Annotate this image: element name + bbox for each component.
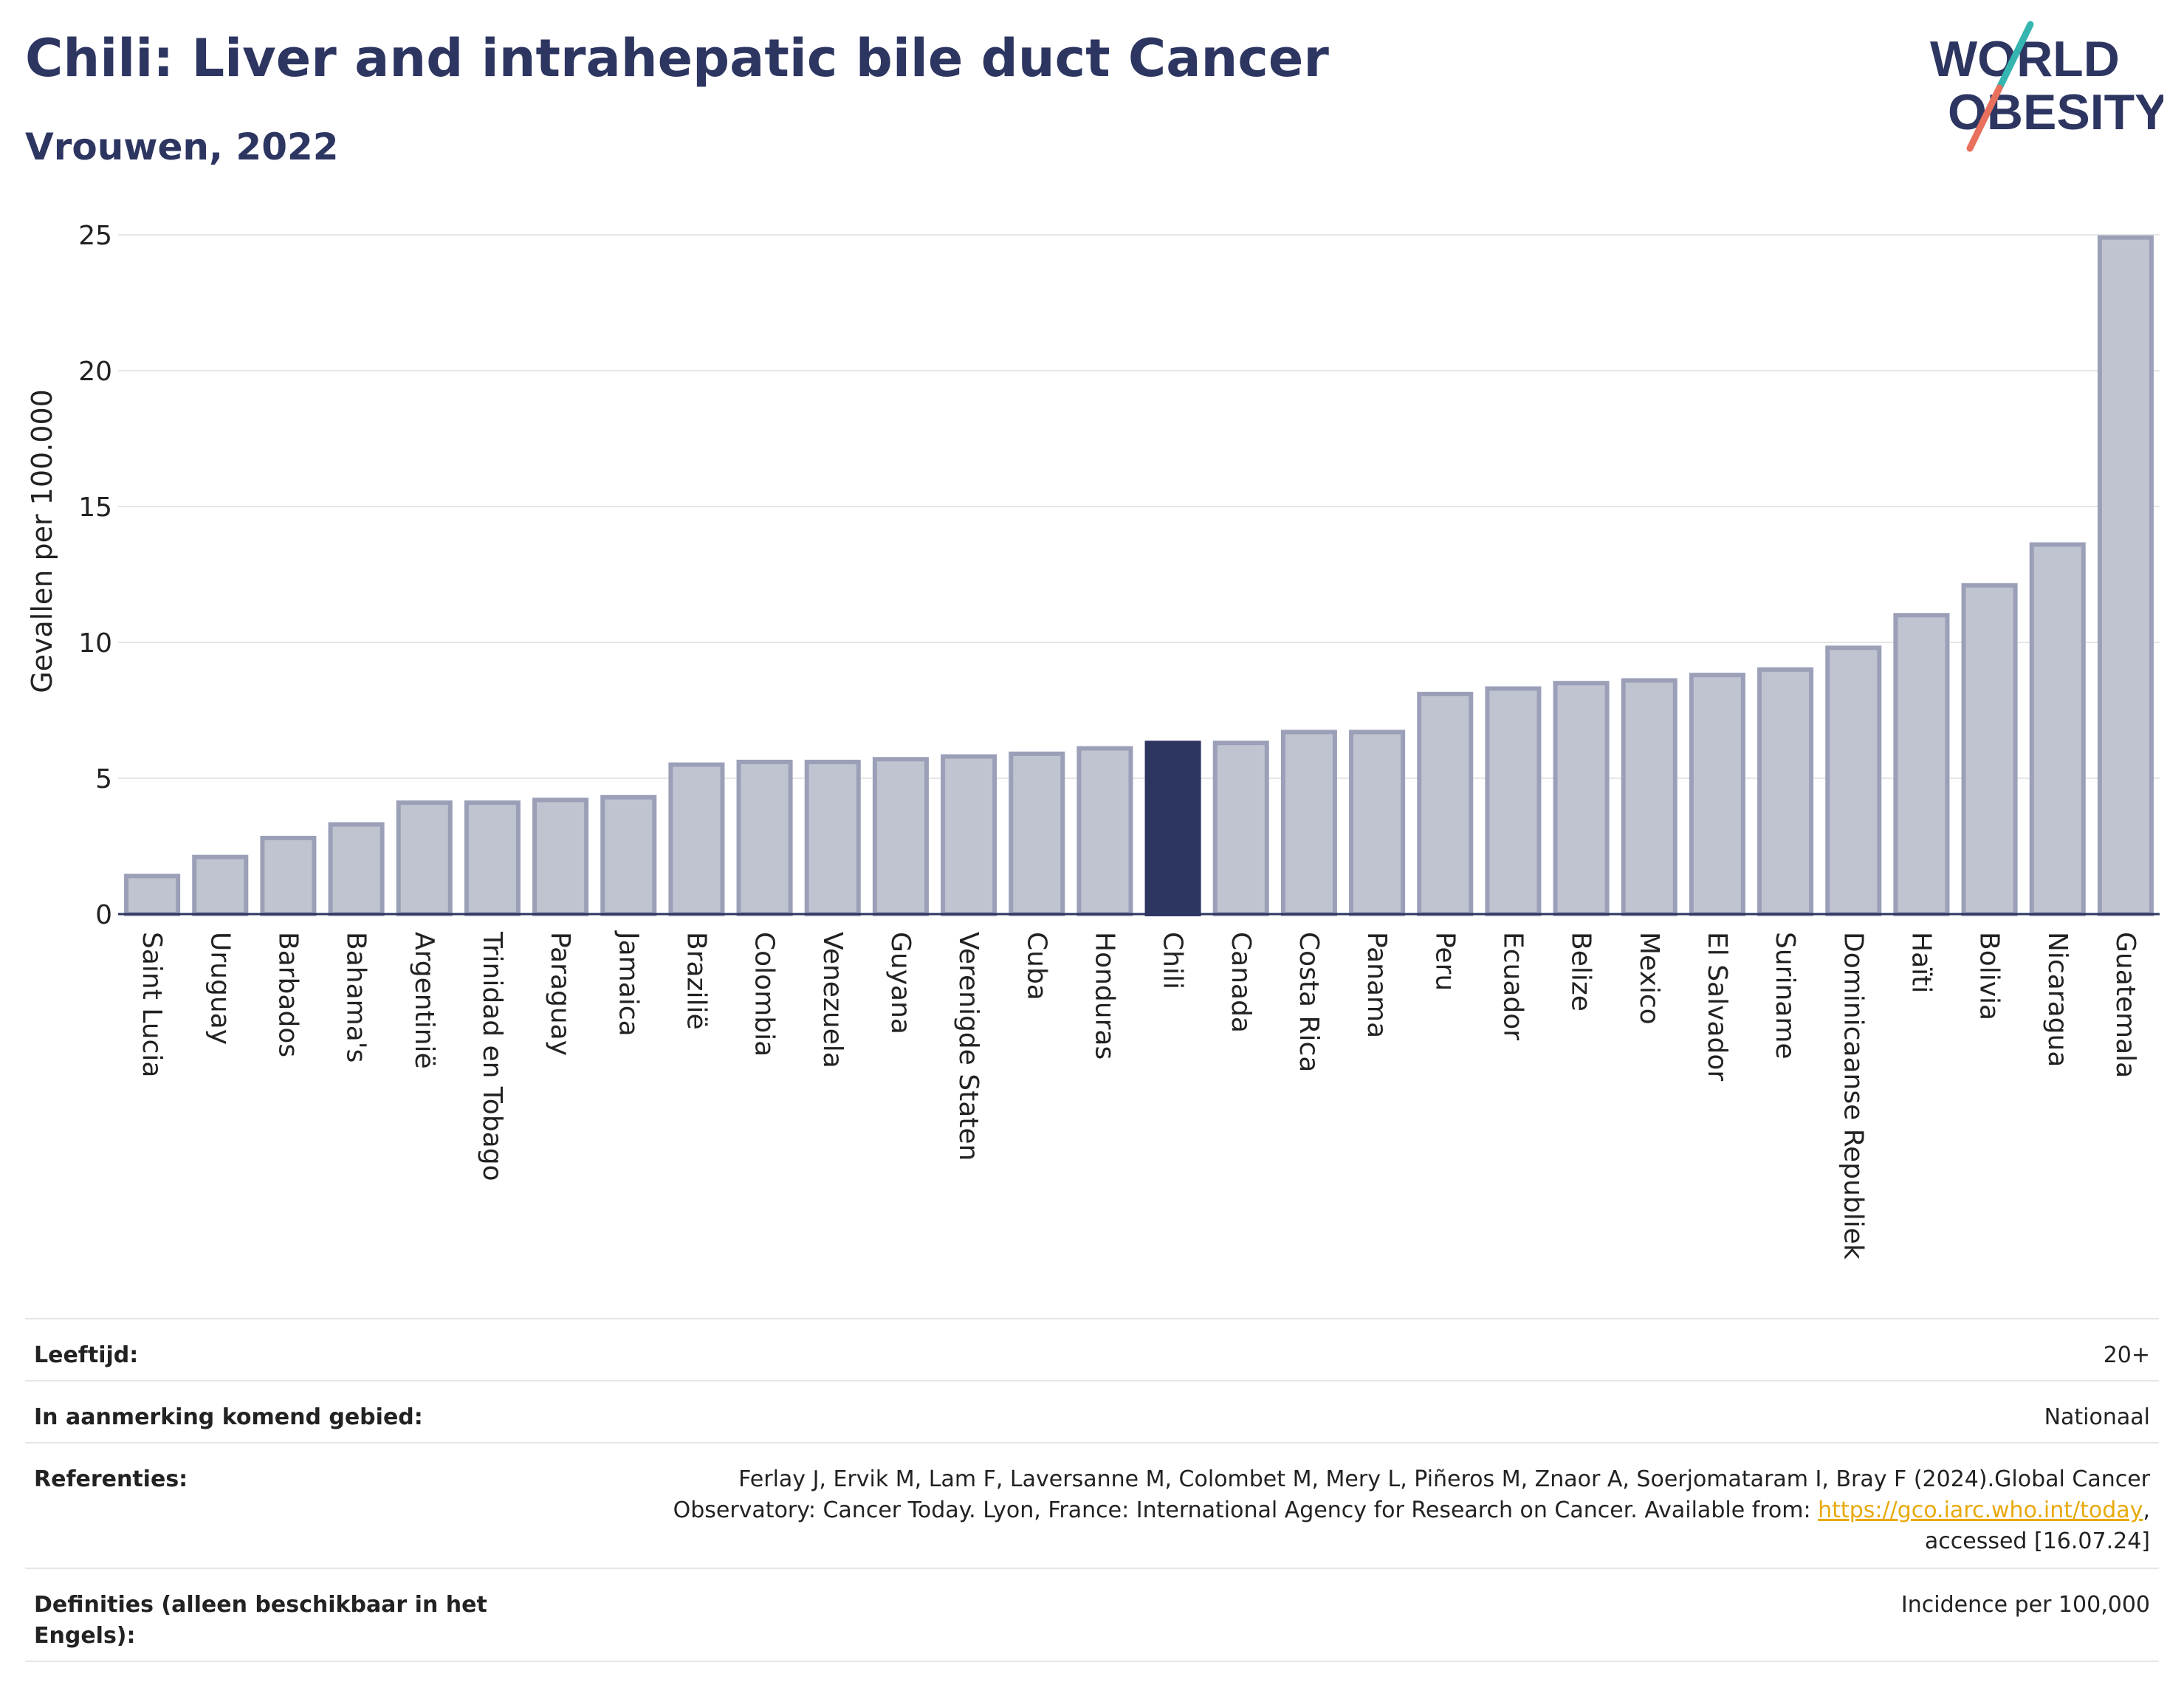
bar xyxy=(1144,741,1201,916)
meta-label-definitions: Definities (alleen beschikbaar in het En… xyxy=(34,1592,487,1649)
x-tick-label: Barbados xyxy=(272,932,303,1057)
x-tick-label: Dominicaanse Republiek xyxy=(1838,932,1868,1260)
reference-line-3: accessed [16.07.24] xyxy=(1924,1528,2150,1554)
bar xyxy=(1349,729,1406,916)
x-tick-label: Chili xyxy=(1158,932,1188,989)
x-tick-label: Honduras xyxy=(1089,932,1119,1060)
meta-label-age: Leeftijd: xyxy=(34,1342,139,1368)
x-tick-label: Guatemala xyxy=(2110,932,2140,1078)
x-tick-label: Uruguay xyxy=(205,932,235,1045)
x-tick-label: Argentinië xyxy=(409,932,439,1069)
meta-row-references: Referenties: Ferlay J, Ervik M, Lam F, L… xyxy=(25,1442,2159,1568)
meta-value-age: 20+ xyxy=(2103,1342,2150,1368)
bar xyxy=(2029,542,2086,917)
meta-label-area: In aanmerking komend gebied: xyxy=(34,1404,423,1430)
bar xyxy=(1076,746,1133,917)
x-tick-label: Panama xyxy=(1361,932,1392,1038)
y-tick-label: 15 xyxy=(78,492,112,523)
bar xyxy=(1621,678,1678,917)
x-tick-label: Cuba xyxy=(1021,932,1051,1000)
x-tick-label: Jamaica xyxy=(613,930,643,1037)
x-tick-label: Belize xyxy=(1566,932,1596,1012)
bar xyxy=(532,797,589,916)
bar xyxy=(1689,673,1745,916)
logo-slash-teal xyxy=(1996,21,2034,92)
y-tick-label: 10 xyxy=(78,628,112,659)
bar xyxy=(1757,667,1814,916)
page-subtitle: Vrouwen, 2022 xyxy=(25,126,339,168)
reference-line-1: Ferlay J, Ervik M, Lam F, Laversanne M, … xyxy=(738,1466,2150,1492)
bar xyxy=(1009,751,1065,916)
reference-line-2-end: , xyxy=(2143,1497,2150,1523)
x-tick-label: Peru xyxy=(1429,932,1460,991)
reference-link[interactable]: https://gco.iarc.who.int/today xyxy=(1818,1497,2143,1523)
bar xyxy=(1893,613,1950,916)
meta-row-age: Leeftijd: 20+ xyxy=(25,1318,2159,1380)
x-tick-label: Trinidad en Tobago xyxy=(477,931,507,1181)
x-tick-label: Haïti xyxy=(1906,932,1936,993)
x-tick-label: Mexico xyxy=(1634,932,1664,1025)
bar-chart: 0 5 10 15 20 25 Gevallen per 100.000 Saint Lu… xyxy=(26,221,2160,1260)
bar xyxy=(192,854,249,916)
bar xyxy=(1485,686,1542,916)
bar xyxy=(668,762,725,916)
world-obesity-logo: WORLD OBESITY xyxy=(1930,21,2163,152)
meta-row-area: In aanmerking komend gebied: Nationaal xyxy=(25,1380,2159,1442)
y-axis-label: Gevallen per 100.000 xyxy=(26,389,58,693)
y-tick-label: 25 xyxy=(78,221,112,251)
x-tick-label: Brazilië xyxy=(681,932,711,1030)
bar xyxy=(328,822,385,917)
bar xyxy=(1417,691,1474,916)
y-tick-label: 20 xyxy=(78,357,112,387)
bar xyxy=(1280,729,1337,916)
bar xyxy=(396,800,453,916)
x-tick-label: Canada xyxy=(1226,932,1256,1033)
bar xyxy=(872,757,929,916)
x-tick-label: El Salvador xyxy=(1702,932,1732,1081)
reference-line-2-text: Observatory: Cancer Today. Lyon, France:… xyxy=(673,1497,1819,1523)
bar xyxy=(1825,645,1882,916)
bar xyxy=(600,794,657,917)
y-tick-label: 5 xyxy=(95,764,112,794)
bar xyxy=(124,873,181,916)
logo-slash-coral xyxy=(1966,84,2003,152)
logo-line2: OBESITY xyxy=(1948,84,2163,140)
bar xyxy=(1212,741,1269,916)
x-tick-label: Verenigde Staten xyxy=(953,932,983,1161)
reference-line-2: Observatory: Cancer Today. Lyon, France:… xyxy=(526,1495,2150,1526)
bars xyxy=(124,235,2154,917)
x-tick-label: Nicaragua xyxy=(2042,932,2073,1067)
bar xyxy=(804,759,861,917)
x-tick-label: Colombia xyxy=(749,932,780,1057)
y-axis-ticks: 0 5 10 15 20 25 xyxy=(78,221,112,930)
x-tick-label: Costa Rica xyxy=(1294,932,1324,1072)
y-tick-label: 0 xyxy=(95,900,112,930)
meta-row-definitions: Definities (alleen beschikbaar in het En… xyxy=(25,1568,2159,1662)
x-tick-label: Guyana xyxy=(885,932,916,1034)
x-tick-label: Suriname xyxy=(1770,932,1800,1060)
bar xyxy=(260,835,317,916)
bar xyxy=(2097,235,2154,916)
x-tick-label: Venezuela xyxy=(817,932,848,1068)
bar xyxy=(941,754,997,917)
x-tick-label: Bahama's xyxy=(341,932,371,1062)
x-tick-label: Ecuador xyxy=(1497,932,1528,1040)
bar xyxy=(464,800,521,916)
meta-label-references: Referenties: xyxy=(34,1466,188,1492)
metadata-table: Leeftijd: 20+ In aanmerking komend gebie… xyxy=(25,1318,2159,1662)
meta-value-area: Nationaal xyxy=(2044,1404,2150,1430)
x-tick-label: Paraguay xyxy=(545,932,575,1056)
x-tick-label: Bolivia xyxy=(1974,932,2005,1020)
x-tick-label: Saint Lucia xyxy=(137,932,167,1077)
x-axis-labels: Saint Lucia Uruguay Barbados Bahama's Argent… xyxy=(137,930,2140,1260)
meta-value-references: Ferlay J, Ervik M, Lam F, Laversanne M, … xyxy=(526,1443,2159,1568)
meta-value-definitions: Incidence per 100,000 xyxy=(1900,1592,2150,1618)
bar xyxy=(736,759,793,917)
bar xyxy=(1961,583,2018,916)
page-title: Chili: Liver and intrahepatic bile duct … xyxy=(25,28,1329,89)
bar xyxy=(1553,681,1610,916)
